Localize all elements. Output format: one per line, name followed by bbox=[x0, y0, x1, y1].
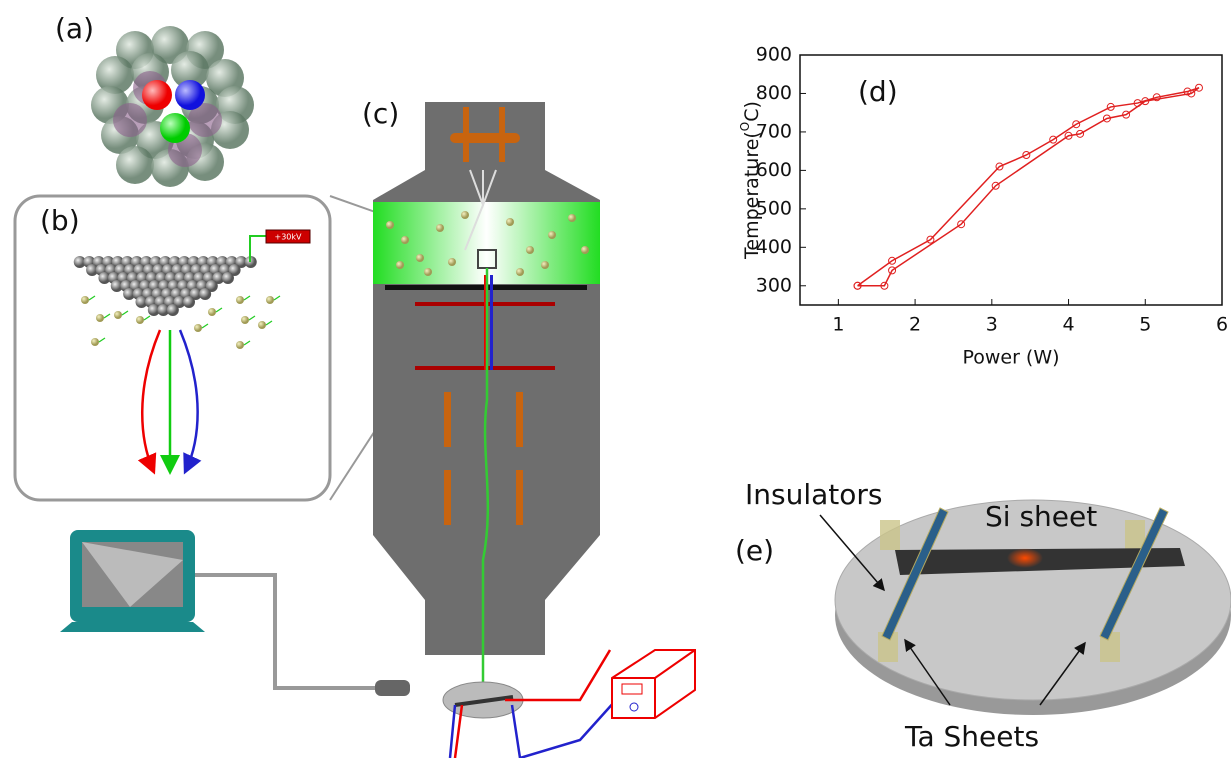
y-tick-label: 600 bbox=[756, 159, 792, 181]
label: Si sheet bbox=[985, 500, 1097, 533]
particle bbox=[526, 246, 534, 254]
particle bbox=[568, 214, 576, 222]
particle bbox=[424, 268, 432, 276]
atom bbox=[175, 80, 205, 110]
panel-label: (b) bbox=[40, 204, 80, 237]
cluster bbox=[91, 26, 254, 187]
particle bbox=[236, 341, 244, 349]
y-tick-label: 900 bbox=[756, 44, 792, 66]
x-tick-label: 5 bbox=[1139, 314, 1151, 336]
label: Ta Sheets bbox=[904, 720, 1039, 753]
atom bbox=[113, 103, 147, 137]
particle bbox=[194, 324, 202, 332]
insulator bbox=[880, 520, 900, 550]
label: Insulators bbox=[745, 478, 882, 511]
particle bbox=[506, 218, 514, 226]
x-tick-label: 3 bbox=[986, 314, 998, 336]
flange bbox=[499, 107, 505, 162]
flange bbox=[463, 107, 469, 162]
y-tick-label: 500 bbox=[756, 197, 792, 219]
atom bbox=[222, 272, 234, 284]
y-tick-label: 800 bbox=[756, 82, 792, 104]
atom bbox=[142, 80, 172, 110]
particle bbox=[114, 311, 122, 319]
particle bbox=[266, 296, 274, 304]
atom bbox=[183, 296, 195, 308]
particle bbox=[401, 236, 409, 244]
x-tick-label: 6 bbox=[1216, 314, 1228, 336]
series-line bbox=[858, 88, 1199, 286]
y-label-sup: O bbox=[738, 122, 752, 131]
y-label-part: C) bbox=[741, 101, 763, 122]
x-axis-label: Power (W) bbox=[962, 347, 1059, 369]
particle bbox=[208, 308, 216, 316]
particle bbox=[516, 268, 524, 276]
particle bbox=[241, 316, 249, 324]
y-tick-label: 400 bbox=[756, 236, 792, 258]
particle bbox=[258, 321, 266, 329]
y-tick-label: 700 bbox=[756, 120, 792, 142]
particle bbox=[136, 316, 144, 324]
particle bbox=[581, 246, 589, 254]
panel-label: (c) bbox=[362, 97, 399, 130]
particle bbox=[396, 261, 404, 269]
particle bbox=[416, 254, 424, 262]
panel-label: (e) bbox=[735, 534, 774, 567]
cable bbox=[195, 575, 375, 688]
particle bbox=[461, 211, 469, 219]
chart: (d) Power (W) Temperature(OC) 3004005006… bbox=[738, 44, 1229, 369]
x-tick-label: 2 bbox=[909, 314, 921, 336]
lens bbox=[444, 470, 451, 525]
atom bbox=[199, 288, 211, 300]
x-tick-label: 4 bbox=[1062, 314, 1074, 336]
flange bbox=[450, 133, 520, 143]
hot-spot bbox=[1007, 548, 1043, 568]
atom bbox=[160, 113, 190, 143]
particle bbox=[448, 258, 456, 266]
particle bbox=[436, 224, 444, 232]
particle bbox=[541, 261, 549, 269]
particle bbox=[91, 338, 99, 346]
particle bbox=[81, 296, 89, 304]
lens bbox=[516, 470, 523, 525]
atom bbox=[167, 304, 179, 316]
figure: (a) (b) +30kV (c) Insulators Si sheet Ta… bbox=[0, 0, 1231, 758]
camera bbox=[375, 680, 410, 696]
particle bbox=[386, 221, 394, 229]
y-tick-label: 300 bbox=[756, 274, 792, 296]
atom bbox=[116, 146, 154, 184]
x-tick-label: 1 bbox=[832, 314, 844, 336]
annotation: (d) bbox=[858, 75, 898, 108]
keyboard bbox=[60, 622, 205, 632]
particle bbox=[548, 231, 556, 239]
voltage-label: +30kV bbox=[275, 233, 303, 242]
page: {"panels":{"a":"(a)","b":"(b)","c":"(c)"… bbox=[0, 0, 1231, 758]
panel-label: (a) bbox=[55, 12, 94, 45]
particle bbox=[236, 296, 244, 304]
beam bbox=[490, 275, 493, 370]
particle bbox=[96, 314, 104, 322]
lens bbox=[516, 392, 523, 447]
lens bbox=[444, 392, 451, 447]
